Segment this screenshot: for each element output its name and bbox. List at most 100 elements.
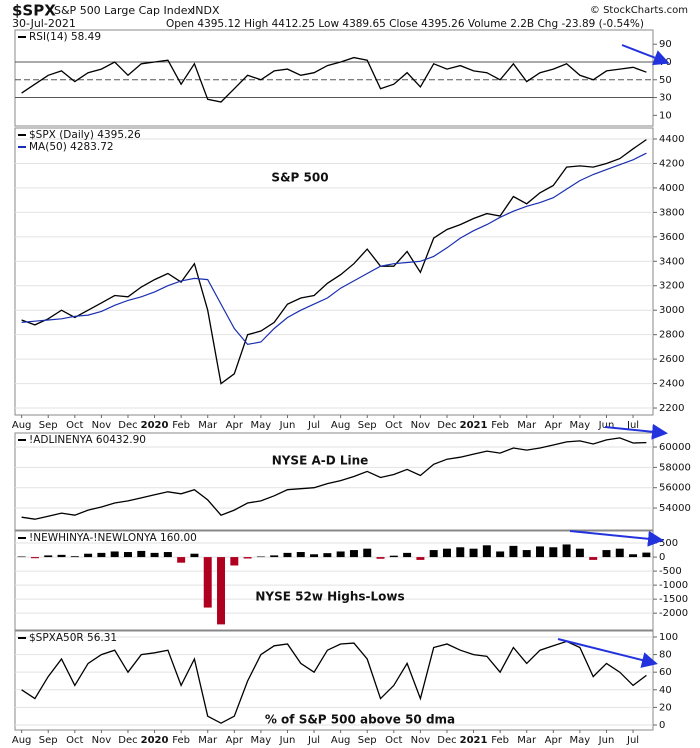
x-tick-label: Mar (198, 420, 218, 431)
legend-label: $SPXA50R 56.31 (29, 632, 117, 644)
y-tick-label: 4000 (659, 183, 684, 194)
y-tick-label: 3400 (659, 256, 684, 267)
bar (456, 547, 465, 558)
x-tick-label: Oct (66, 735, 83, 746)
y-tick-label: -1000 (659, 580, 688, 591)
bar (562, 544, 571, 558)
bar (110, 551, 119, 558)
bar (123, 552, 132, 558)
legend-label: $SPX (Daily) 4395.26 (29, 129, 141, 141)
y-tick-label: -1500 (659, 594, 688, 605)
x-tick-label: May (251, 735, 272, 746)
bar (629, 554, 638, 558)
x-tick-label: 2021 (460, 420, 488, 431)
bar (217, 557, 226, 625)
bar (522, 550, 531, 558)
bar (283, 552, 292, 558)
y-tick-label: 3600 (659, 232, 684, 243)
x-tick-label: Jul (307, 420, 320, 431)
bar (84, 553, 93, 558)
x-tick-label: May (251, 420, 272, 431)
bar (30, 557, 39, 559)
y-tick-label: 0 (659, 552, 665, 563)
x-tick-label: Oct (385, 735, 402, 746)
x-tick-label: Nov (411, 420, 431, 431)
arrow (621, 44, 670, 66)
bar (363, 548, 372, 558)
bar (349, 550, 358, 558)
x-tick-label: Dec (437, 420, 456, 431)
index-name: S&P 500 Large Cap Index (54, 4, 194, 17)
annotation: S&P 500 (271, 171, 328, 185)
x-tick-label: Apr (226, 420, 244, 431)
y-tick-label: 3200 (659, 281, 684, 292)
bar (589, 557, 598, 560)
y-tick-label: 500 (659, 538, 678, 549)
x-tick-label: Aug (12, 735, 32, 746)
bar (150, 552, 159, 558)
x-tick-label: Sep (358, 735, 377, 746)
x-tick-label: May (570, 420, 591, 431)
date: 30-Jul-2021 (12, 17, 76, 30)
x-tick-label: Jun (279, 735, 296, 746)
bar (17, 556, 26, 558)
bar (137, 550, 146, 558)
panel-frame (14, 432, 654, 531)
y-tick-label: 3000 (659, 305, 684, 316)
x-tick-label: Nov (92, 735, 112, 746)
bar (549, 547, 558, 558)
bar (482, 545, 491, 558)
y-tick-label: 2200 (659, 403, 684, 414)
y-tick-label: 56000 (659, 483, 691, 494)
x-tick-label: Oct (385, 420, 402, 431)
series-line (21, 139, 647, 385)
exchange: INDX (192, 4, 220, 17)
y-tick-label: 30 (659, 93, 672, 104)
panel-frame (14, 127, 654, 416)
credit: © StockCharts.com (590, 5, 688, 16)
x-tick-label: Jun (598, 735, 615, 746)
x-tick-label: Sep (39, 735, 58, 746)
x-tick-label: Aug (331, 735, 351, 746)
x-tick-label: Dec (118, 735, 137, 746)
bar (203, 557, 212, 608)
y-tick-label: 0 (659, 720, 665, 731)
arrow (604, 423, 668, 440)
x-tick-label: Jun (598, 420, 615, 431)
x-tick-label: Jun (279, 420, 296, 431)
y-tick-label: 100 (659, 632, 678, 643)
y-tick-label: 2400 (659, 379, 684, 390)
y-tick-label: 2800 (659, 330, 684, 341)
bar (615, 548, 624, 558)
x-tick-label: Mar (198, 735, 218, 746)
bar (575, 548, 584, 558)
y-tick-label: 4200 (659, 158, 684, 169)
arrow (557, 638, 658, 668)
bar (376, 557, 385, 559)
y-tick-label: 3800 (659, 207, 684, 218)
bar (243, 557, 252, 559)
y-tick-label: 20 (659, 702, 672, 713)
bar (323, 553, 332, 558)
legend-label: !ADLINENYA 60432.90 (29, 434, 146, 446)
x-tick-label: May (570, 735, 591, 746)
bar (70, 556, 79, 558)
panel-frame (14, 530, 654, 631)
x-tick-label: Sep (358, 420, 377, 431)
bar (416, 557, 425, 560)
y-tick-label: 90 (659, 39, 672, 50)
x-tick-label: Feb (491, 420, 509, 431)
series-line (21, 437, 647, 520)
y-tick-label: 60 (659, 667, 672, 678)
legend-label: !NEWHINYA-!NEWLONYA 160.00 (29, 532, 197, 544)
x-tick-label: Nov (411, 735, 431, 746)
y-tick-label: -500 (659, 566, 682, 577)
x-tick-label: 2020 (141, 735, 169, 746)
y-tick-label: 40 (659, 685, 672, 696)
y-tick-label: 2600 (659, 354, 684, 365)
x-tick-label: Jul (626, 420, 639, 431)
x-tick-label: Feb (172, 735, 190, 746)
x-tick-label: Aug (331, 420, 351, 431)
